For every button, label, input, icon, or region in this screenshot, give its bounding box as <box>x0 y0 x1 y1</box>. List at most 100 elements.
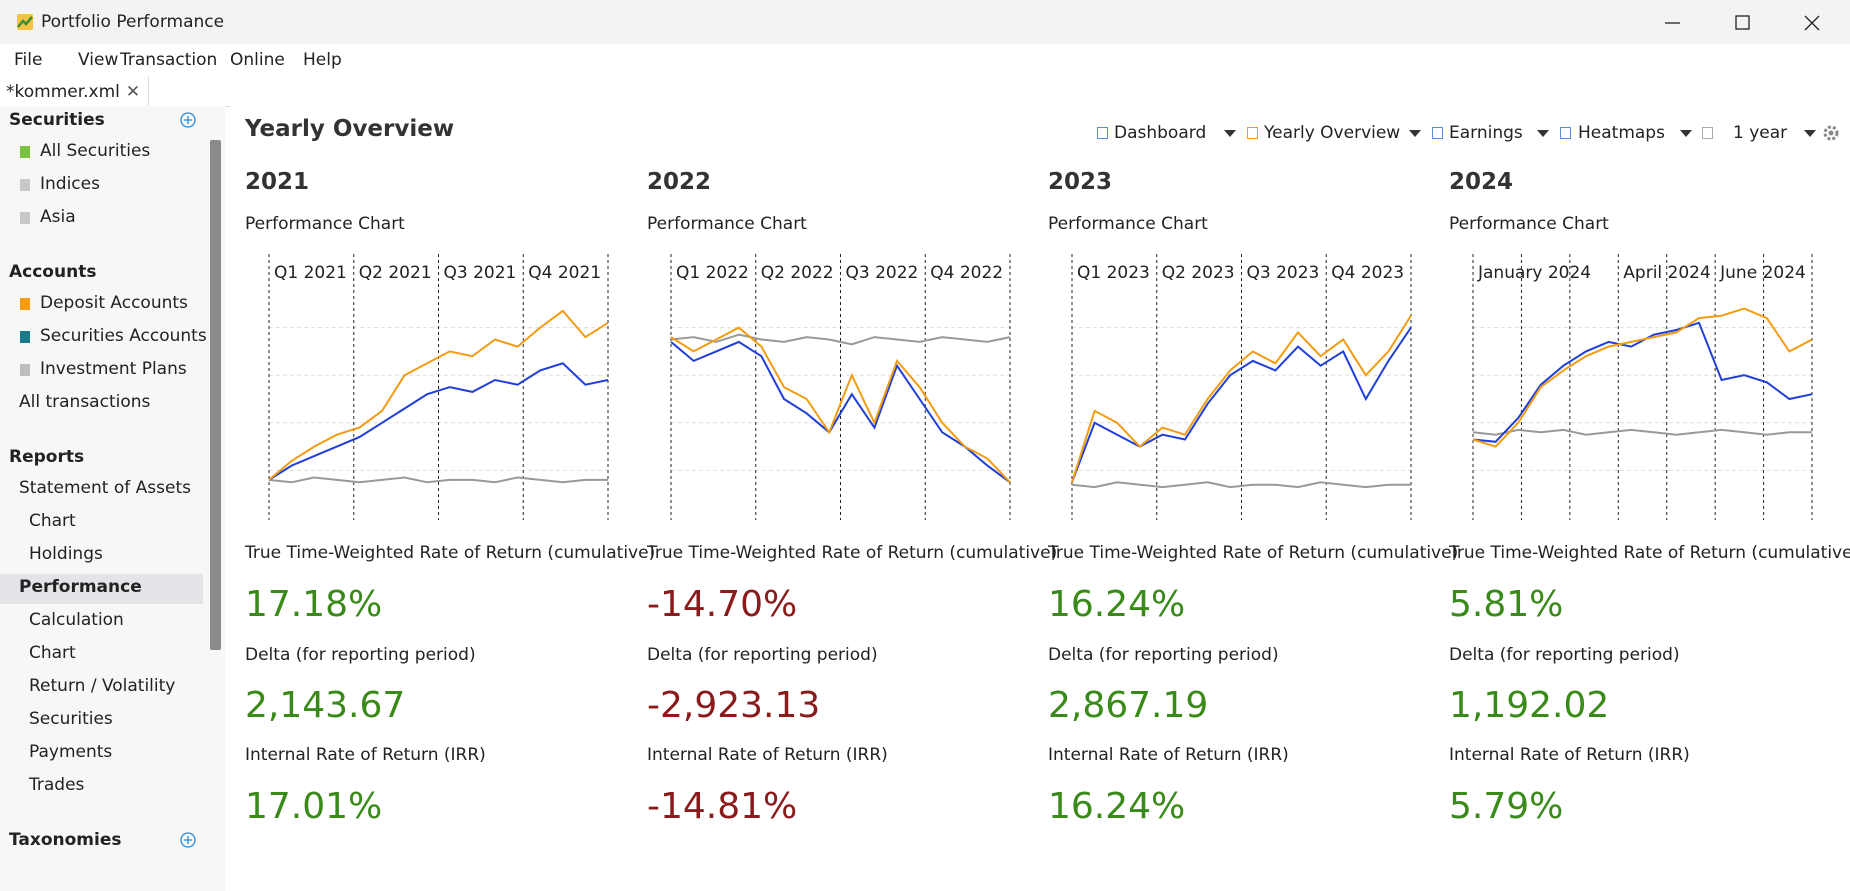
dropdown-arrow[interactable] <box>1224 130 1236 137</box>
menu-item[interactable]: File <box>14 50 43 70</box>
nav-subitem[interactable]: Payments <box>29 742 113 762</box>
add-button[interactable] <box>179 111 197 129</box>
title-bar: Portfolio Performance <box>0 0 1850 44</box>
toolbar-button[interactable]: Heatmaps <box>1578 123 1665 143</box>
nav-item[interactable]: Statement of Assets <box>19 478 191 498</box>
metric-value: 17.01% <box>245 786 383 827</box>
performance-chart: Q1 2023 Q2 2023 Q3 2023 Q4 2023 <box>1071 254 1412 520</box>
metric-label: True Time-Weighted Rate of Return (cumul… <box>1048 543 1459 563</box>
toolbar-icon <box>1702 127 1713 139</box>
window-controls[interactable] <box>1660 10 1840 36</box>
metric-label: Delta (for reporting period) <box>245 645 476 665</box>
period-label: January 2024 <box>1477 263 1591 283</box>
metric-value: 1,192.02 <box>1449 685 1610 726</box>
metric-label: Delta (for reporting period) <box>1449 645 1680 665</box>
menu-item[interactable]: Transaction <box>120 50 218 70</box>
performance-line <box>268 362 609 481</box>
period-label: Q3 2022 <box>846 263 919 283</box>
dropdown-arrow[interactable] <box>1537 130 1549 137</box>
metric-label: True Time-Weighted Rate of Return (cumul… <box>1449 543 1850 563</box>
performance-line <box>670 340 1011 484</box>
tab-close[interactable]: ✕ <box>125 82 141 102</box>
nav-subitem[interactable]: Securities <box>29 709 113 729</box>
nav-item[interactable]: Deposit Accounts <box>40 293 188 313</box>
item-icon <box>20 179 30 191</box>
section-header: Accounts <box>9 262 97 282</box>
page-title: Yearly Overview <box>245 116 455 142</box>
settings-button[interactable] <box>1822 124 1840 142</box>
nav-item[interactable]: All transactions <box>19 392 151 412</box>
toolbar-icon <box>1560 127 1571 139</box>
performance-chart: Q1 2022 Q2 2022 Q3 2022 Q4 2022 <box>670 254 1011 520</box>
nav-item[interactable]: Indices <box>40 174 100 194</box>
metric-value: 5.79% <box>1449 786 1564 827</box>
period-label: Q2 2021 <box>359 263 432 283</box>
nav-subitem[interactable]: Holdings <box>29 544 103 564</box>
nav-item[interactable]: Investment Plans <box>40 359 187 379</box>
nav-item[interactable]: Asia <box>40 207 76 227</box>
performance-line <box>268 476 608 484</box>
metric-label: Internal Rate of Return (IRR) <box>1449 745 1690 765</box>
scrollbar-thumb[interactable] <box>210 140 221 650</box>
toolbar-button[interactable]: Earnings <box>1449 123 1523 143</box>
nav-item[interactable]: Securities Accounts <box>40 326 207 346</box>
metric-label: Internal Rate of Return (IRR) <box>647 745 888 765</box>
nav-subitem[interactable]: Trades <box>29 775 85 795</box>
performance-line <box>670 326 1011 483</box>
menu-bar: File View Transaction Online Help <box>0 44 1850 77</box>
metric-label: True Time-Weighted Rate of Return (cumul… <box>245 543 656 563</box>
metric-value: 2,143.67 <box>245 685 406 726</box>
chart-title: Performance Chart <box>245 214 405 234</box>
metric-value: 17.18% <box>245 584 383 625</box>
period-label: April 2024 <box>1623 263 1711 283</box>
menu-item[interactable]: View <box>78 50 119 70</box>
performance-line <box>1071 315 1412 483</box>
nav-subitem[interactable]: Return / Volatility <box>29 676 176 696</box>
toolbar-button[interactable]: Dashboard <box>1114 123 1207 143</box>
year-heading: 2021 <box>245 169 310 195</box>
navigation-sidebar: Securities All Securities Indices Asia Accou… <box>0 106 225 891</box>
menu-item[interactable]: Help <box>303 50 342 70</box>
metric-value: -14.81% <box>647 786 798 827</box>
dropdown-arrow[interactable] <box>1680 130 1692 137</box>
performance-line <box>1071 481 1411 489</box>
metric-value: -14.70% <box>647 584 798 625</box>
toolbar-button[interactable]: 1 year <box>1733 123 1788 143</box>
metric-value: 5.81% <box>1449 584 1564 625</box>
nav-subitem[interactable]: Chart <box>29 511 76 531</box>
metric-value: -2,923.13 <box>647 685 821 726</box>
dropdown-arrow[interactable] <box>1409 130 1421 137</box>
nav-item[interactable]: Performance <box>19 577 142 597</box>
tab-label: *kommer.xml <box>6 82 120 102</box>
item-icon <box>20 146 30 158</box>
toolbar-button[interactable]: Yearly Overview <box>1264 123 1401 143</box>
app-icon <box>17 14 33 30</box>
metric-value: 16.24% <box>1048 786 1186 827</box>
toolbar-icon <box>1097 127 1108 139</box>
metric-label: Internal Rate of Return (IRR) <box>245 745 486 765</box>
item-icon <box>20 331 30 343</box>
period-label: Q4 2021 <box>528 263 601 283</box>
add-button[interactable] <box>179 831 197 849</box>
item-icon <box>20 364 30 376</box>
performance-chart: Q1 2021 Q2 2021 Q3 2021 Q4 2021 <box>268 254 609 520</box>
section-header: Securities <box>9 110 105 130</box>
year-heading: 2022 <box>647 169 712 195</box>
performance-line <box>1472 428 1812 436</box>
year-heading: 2024 <box>1449 169 1514 195</box>
metric-value: 16.24% <box>1048 584 1186 625</box>
dropdown-arrow[interactable] <box>1804 130 1816 137</box>
section-header: Reports <box>9 447 85 467</box>
toolbar-icon <box>1247 127 1258 139</box>
period-label: Q3 2021 <box>444 263 517 283</box>
nav-subitem[interactable]: Chart <box>29 643 76 663</box>
period-label: Q2 2022 <box>761 263 834 283</box>
nav-item[interactable]: All Securities <box>40 141 151 161</box>
editor-tab[interactable]: *kommer.xml ✕ <box>0 76 150 106</box>
item-icon <box>20 212 30 224</box>
chart-title: Performance Chart <box>647 214 807 234</box>
nav-subitem[interactable]: Calculation <box>29 610 124 630</box>
period-label: Q2 2023 <box>1162 263 1235 283</box>
menu-item[interactable]: Online <box>230 50 285 70</box>
